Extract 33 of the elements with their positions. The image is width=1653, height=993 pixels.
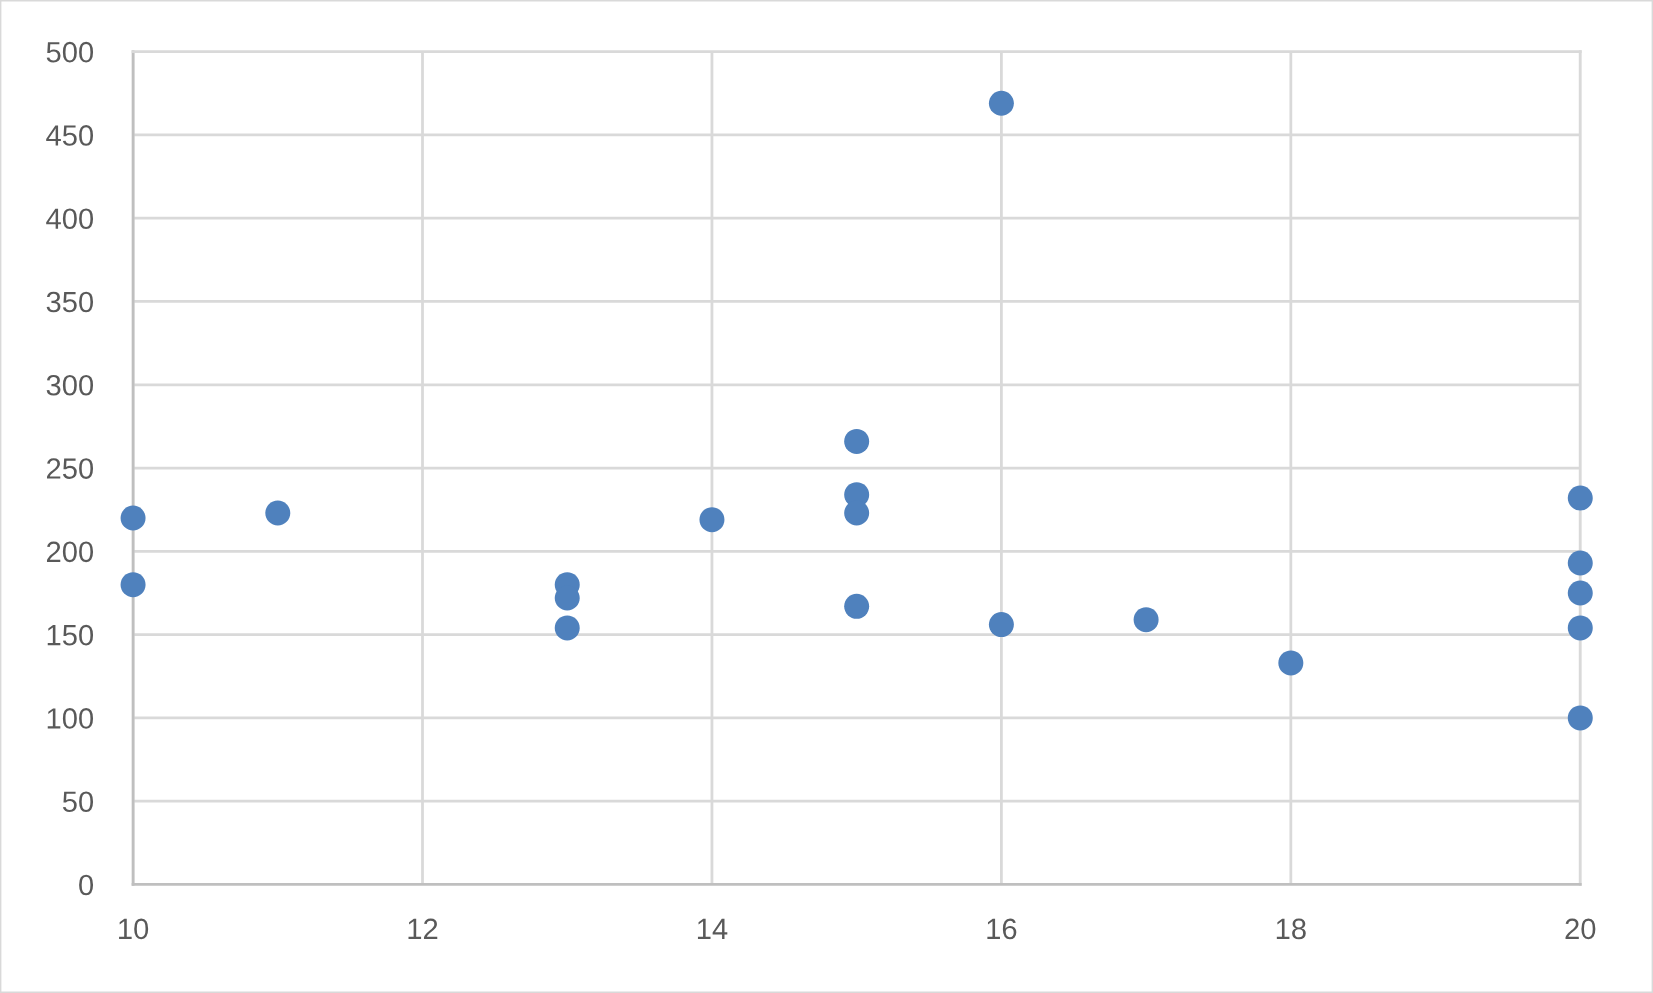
point xyxy=(844,593,870,619)
point xyxy=(1567,550,1593,576)
point xyxy=(844,428,870,454)
x-tick-label: 14 xyxy=(697,918,728,939)
point xyxy=(1567,580,1593,606)
y-tick-label: 500 xyxy=(46,41,94,63)
point xyxy=(120,505,146,531)
x-tick-label: 10 xyxy=(119,918,149,940)
point xyxy=(1133,607,1159,633)
y-tick-label: 0 xyxy=(79,874,94,896)
y-tick-label: 100 xyxy=(47,708,94,729)
point xyxy=(988,90,1014,116)
x-tick-label: 16 xyxy=(987,918,1017,940)
y-tick-label: 350 xyxy=(46,291,94,313)
x-tick-label: 20 xyxy=(1565,918,1596,940)
point xyxy=(554,615,580,641)
point xyxy=(988,612,1014,638)
point xyxy=(265,500,291,526)
point xyxy=(1567,485,1593,511)
y-tick-label: 300 xyxy=(46,374,94,396)
y-tick-label: 450 xyxy=(46,125,94,146)
point xyxy=(699,507,725,533)
x-tick-label: 12 xyxy=(408,918,438,939)
y-tick-label: 150 xyxy=(47,624,94,646)
point xyxy=(1567,705,1593,731)
x-tick-label: 18 xyxy=(1276,918,1306,940)
point xyxy=(1567,615,1593,641)
y-tick-label: 400 xyxy=(46,208,94,230)
y-tick-label: 200 xyxy=(46,541,94,563)
y-tick-label: 50 xyxy=(62,791,94,813)
point xyxy=(1278,650,1304,676)
y-tick-label: 250 xyxy=(46,458,94,479)
point xyxy=(120,572,146,598)
